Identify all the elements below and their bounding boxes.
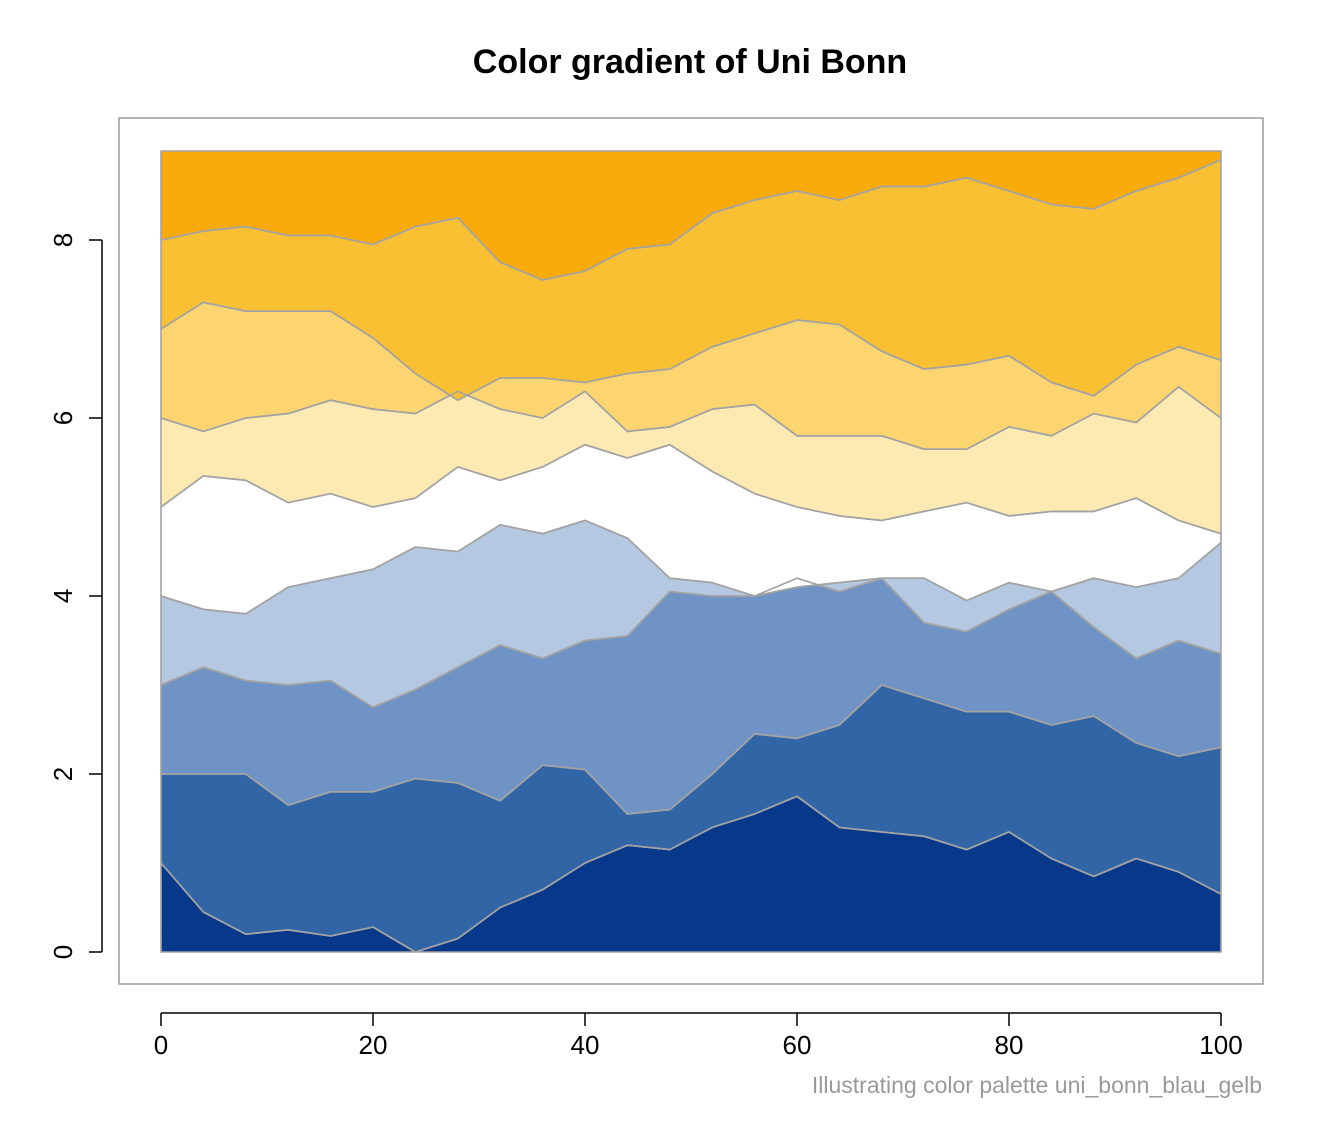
y-axis: 0 2 4 6 8 [48,233,103,959]
stacked-bands [160,150,1222,953]
x-tick-label: 80 [995,1030,1024,1060]
boundary-line-5 [160,443,1222,535]
plot-box [118,117,1264,985]
boundary-line-6 [160,386,1222,451]
x-tick-label: 20 [359,1030,388,1060]
boundary-line-8 [160,159,1222,281]
boundary-line-2 [161,684,1222,815]
chart-title: Color gradient of Uni Bonn [473,43,907,81]
palette-caption: Illustrating color palette uni_bonn_blau… [812,1072,1262,1098]
boundary-line-4 [160,519,1222,615]
x-tick-label: 100 [1199,1030,1242,1060]
y-tick-label: 8 [48,233,78,247]
boundary-lines [160,159,1222,953]
x-axis: 0 20 40 60 80 100 [154,1012,1243,1060]
y-tick-label: 0 [48,945,78,959]
x-tick-label: 0 [154,1030,168,1060]
y-tick-label: 4 [48,589,78,603]
boundary-line-7 [160,301,1222,402]
y-tick-label: 2 [48,767,78,781]
boundary-line-1 [160,795,1222,953]
boundary-line-3 [160,577,1222,709]
x-tick-label: 60 [783,1030,812,1060]
x-tick-label: 40 [571,1030,600,1060]
y-tick-label: 6 [48,411,78,425]
